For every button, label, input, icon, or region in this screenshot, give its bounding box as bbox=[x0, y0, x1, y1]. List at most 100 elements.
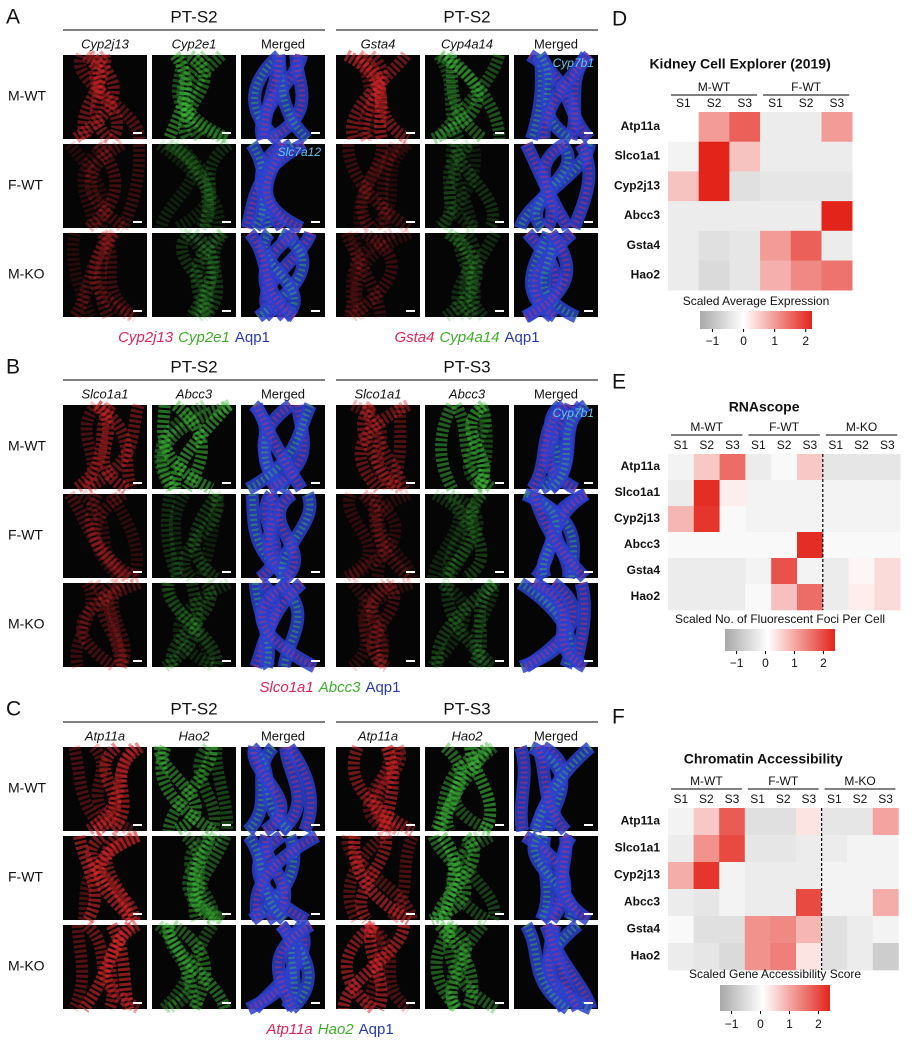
tubule bbox=[178, 490, 225, 583]
tubule bbox=[188, 833, 231, 923]
heatmap-cell bbox=[797, 480, 824, 507]
tubule bbox=[451, 228, 481, 322]
group-label: F-WT bbox=[768, 774, 799, 788]
tubule bbox=[283, 743, 318, 834]
micrograph bbox=[63, 144, 147, 228]
heatmap-cell bbox=[719, 506, 746, 533]
colorbar-tick-label: −1 bbox=[725, 1017, 739, 1031]
column-label: S3 bbox=[880, 438, 895, 452]
row-label: Abcc3 bbox=[624, 895, 660, 909]
tubule bbox=[357, 400, 395, 491]
tubule-signal bbox=[249, 834, 298, 923]
row-label: Abcc3 bbox=[624, 537, 660, 551]
tubule bbox=[184, 830, 220, 921]
tubule-signal bbox=[542, 923, 582, 1011]
panel-letter: D bbox=[612, 8, 627, 31]
tubule bbox=[433, 142, 482, 233]
tubule-signal bbox=[530, 833, 575, 922]
heatmap-cell bbox=[821, 171, 853, 202]
micrograph bbox=[425, 55, 509, 139]
tubule bbox=[433, 742, 467, 833]
heatmap-cell bbox=[770, 862, 797, 890]
column-label: Cyp2j13 bbox=[81, 36, 129, 51]
heatmap-cell bbox=[822, 532, 849, 559]
heatmap-cell bbox=[719, 584, 746, 611]
heatmap-cell bbox=[693, 532, 720, 559]
tubule bbox=[465, 230, 501, 322]
tubule-signal bbox=[529, 402, 568, 491]
column-label: S3 bbox=[737, 96, 752, 110]
heatmap-cell bbox=[821, 943, 848, 971]
micrograph bbox=[152, 55, 236, 139]
heatmap-cell bbox=[668, 230, 699, 261]
micrograph bbox=[336, 405, 420, 489]
colorbar-tick-label: 1 bbox=[786, 1017, 793, 1031]
tubule bbox=[181, 831, 227, 926]
tubule bbox=[340, 491, 375, 584]
tubule bbox=[526, 400, 570, 493]
heatmap-cell bbox=[693, 808, 720, 836]
tubule bbox=[82, 920, 143, 1015]
tubule bbox=[386, 404, 407, 492]
legend: Cyp2j13 Cyp2e1 Aqp1 bbox=[118, 329, 270, 346]
heatmap-cell bbox=[872, 835, 899, 863]
tubule bbox=[255, 577, 319, 673]
tubule bbox=[448, 742, 498, 837]
tubule bbox=[445, 921, 488, 1012]
tubule-signal bbox=[532, 579, 588, 671]
column-label: S3 bbox=[725, 792, 740, 806]
tubule bbox=[369, 139, 413, 233]
row-label: Gsta4 bbox=[627, 563, 661, 577]
heatmap-cell bbox=[821, 916, 848, 944]
heatmap-cell bbox=[719, 480, 746, 507]
heatmap-cell bbox=[796, 862, 822, 890]
tubule bbox=[431, 488, 475, 582]
tubule bbox=[161, 581, 204, 673]
heatmap-cell bbox=[822, 480, 849, 507]
group-title: PT-S2 bbox=[170, 699, 217, 718]
heatmap-cell bbox=[822, 454, 849, 481]
tubule bbox=[84, 138, 128, 233]
tubule bbox=[531, 744, 571, 836]
tubule-signal bbox=[245, 833, 288, 923]
tubule bbox=[195, 493, 225, 580]
tubule bbox=[165, 138, 214, 230]
heatmap-cell bbox=[821, 230, 853, 261]
heatmap-cell bbox=[796, 889, 822, 917]
heatmap-cell bbox=[874, 532, 901, 559]
column-label: S1 bbox=[828, 438, 843, 452]
tubule-signal bbox=[275, 54, 310, 142]
heatmap-cell bbox=[668, 506, 695, 533]
column-label: S2 bbox=[854, 438, 869, 452]
heatmap-cell bbox=[797, 584, 824, 611]
heatmap-cell bbox=[729, 141, 761, 172]
tubule bbox=[341, 834, 418, 922]
tubule bbox=[348, 579, 390, 670]
heatmap-cell bbox=[847, 835, 874, 863]
tubule bbox=[442, 491, 486, 579]
tubule bbox=[361, 404, 411, 492]
tubule bbox=[162, 746, 218, 833]
row-label: Cyp2j13 bbox=[614, 868, 660, 882]
tubule bbox=[354, 53, 379, 142]
heatmap-cell bbox=[668, 112, 699, 142]
tubule bbox=[430, 741, 493, 834]
micrograph bbox=[63, 55, 147, 139]
legend-item: Cyp2j13 bbox=[118, 329, 174, 346]
heatmap-cell bbox=[790, 201, 822, 232]
heatmap-cell bbox=[668, 835, 694, 863]
heatmap-cell bbox=[770, 835, 797, 863]
tubule bbox=[186, 834, 218, 925]
heatmap-cell bbox=[693, 506, 720, 533]
micrograph bbox=[336, 747, 420, 831]
heatmap-cell bbox=[745, 558, 772, 585]
tubule bbox=[568, 140, 596, 231]
tubule bbox=[545, 399, 591, 494]
group-label: M-WT bbox=[698, 80, 731, 94]
heatmap-cell bbox=[848, 558, 875, 585]
heatmap-cell bbox=[847, 889, 874, 917]
tubule bbox=[172, 577, 232, 673]
panel-letter: C bbox=[6, 698, 21, 721]
heatmap-cell bbox=[847, 943, 874, 971]
tubule bbox=[537, 138, 569, 232]
